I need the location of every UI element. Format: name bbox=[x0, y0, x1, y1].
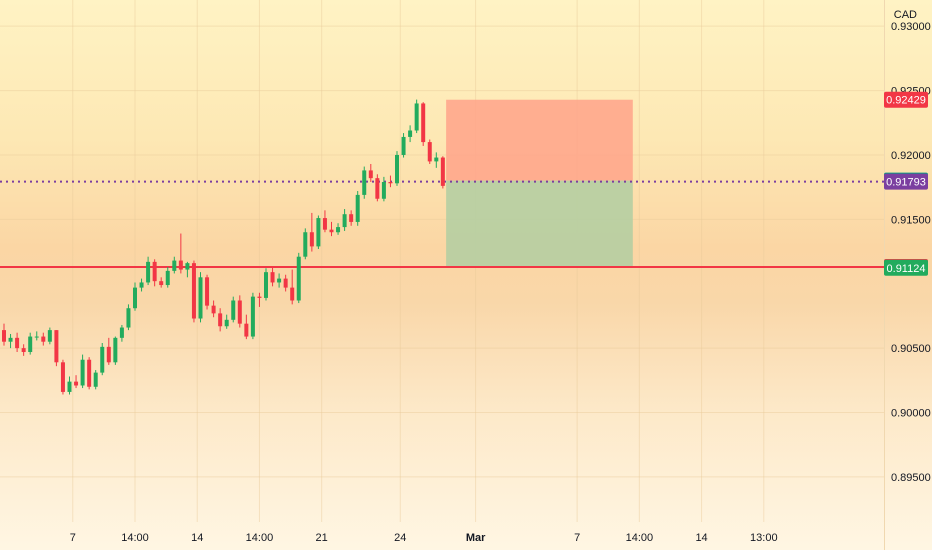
candle[interactable] bbox=[218, 313, 223, 327]
candle[interactable] bbox=[60, 362, 65, 392]
candle[interactable] bbox=[106, 346, 111, 363]
candle[interactable] bbox=[126, 308, 131, 328]
candle[interactable] bbox=[414, 103, 419, 131]
candle[interactable] bbox=[152, 261, 157, 282]
price-badge bbox=[884, 91, 928, 108]
candle[interactable] bbox=[264, 272, 268, 298]
x-tick-label: 14 bbox=[191, 532, 203, 544]
candle[interactable] bbox=[185, 263, 190, 270]
price-badge-label: 0.92429 bbox=[886, 95, 926, 107]
price-badge-label: 0.91124 bbox=[887, 263, 926, 275]
candle[interactable] bbox=[427, 142, 432, 162]
candle[interactable] bbox=[159, 281, 164, 286]
candle[interactable] bbox=[8, 337, 13, 342]
candle[interactable] bbox=[316, 218, 321, 247]
candle[interactable] bbox=[257, 296, 262, 298]
candle[interactable] bbox=[329, 229, 334, 233]
candle[interactable] bbox=[283, 278, 288, 288]
candle[interactable] bbox=[87, 359, 92, 387]
candle[interactable] bbox=[309, 232, 314, 247]
candle[interactable] bbox=[401, 136, 406, 155]
candle[interactable] bbox=[237, 300, 242, 324]
candle[interactable] bbox=[54, 330, 59, 363]
y-tick-label: 0.92000 bbox=[891, 150, 931, 162]
candle[interactable] bbox=[388, 182, 393, 184]
y-tick-label: 0.90500 bbox=[891, 343, 931, 355]
candle[interactable] bbox=[296, 256, 301, 301]
candle[interactable] bbox=[133, 287, 137, 309]
x-tick-label: 14:00 bbox=[121, 532, 149, 544]
y-tick-label: 0.89500 bbox=[891, 472, 931, 484]
candle[interactable] bbox=[395, 154, 399, 184]
y-tick-label: 0.90000 bbox=[891, 408, 931, 420]
candle[interactable] bbox=[381, 182, 386, 199]
candle[interactable] bbox=[15, 337, 20, 349]
take-profit-zone[interactable] bbox=[446, 180, 633, 268]
candle[interactable] bbox=[178, 260, 183, 270]
candle[interactable] bbox=[34, 336, 39, 338]
candle[interactable] bbox=[408, 130, 413, 137]
candle[interactable] bbox=[277, 278, 282, 283]
candle[interactable] bbox=[362, 170, 367, 195]
candle[interactable] bbox=[113, 337, 118, 363]
candle[interactable] bbox=[355, 194, 360, 222]
candle[interactable] bbox=[41, 336, 46, 342]
y-tick-label: 0.93000 bbox=[891, 21, 931, 33]
candle[interactable] bbox=[434, 157, 439, 162]
x-tick-label: 14:00 bbox=[626, 532, 654, 544]
candle[interactable] bbox=[421, 103, 426, 143]
y-tick-label: 0.91500 bbox=[891, 214, 931, 226]
candle[interactable] bbox=[67, 381, 72, 392]
candle[interactable] bbox=[336, 227, 341, 233]
x-tick-label: 13:00 bbox=[750, 532, 778, 544]
candle[interactable] bbox=[172, 260, 177, 271]
x-tick-label: Mar bbox=[466, 532, 486, 544]
price-badge bbox=[884, 173, 928, 190]
x-tick-label: 21 bbox=[316, 532, 328, 544]
candle[interactable] bbox=[165, 270, 170, 286]
candle[interactable] bbox=[74, 381, 79, 386]
candle[interactable] bbox=[440, 157, 445, 186]
x-tick-label: 14 bbox=[695, 532, 707, 544]
candle[interactable] bbox=[290, 287, 295, 301]
candle[interactable] bbox=[80, 359, 85, 386]
candle[interactable] bbox=[139, 282, 144, 288]
candle[interactable] bbox=[322, 218, 327, 230]
candle[interactable] bbox=[198, 277, 203, 319]
candle[interactable] bbox=[211, 305, 216, 314]
candle[interactable] bbox=[244, 323, 249, 337]
x-tick-label: 24 bbox=[394, 532, 406, 544]
candle[interactable] bbox=[21, 348, 26, 353]
price-badge-label: 0.91793 bbox=[886, 177, 926, 189]
candle[interactable] bbox=[100, 346, 105, 373]
candle[interactable] bbox=[270, 272, 275, 283]
candle[interactable] bbox=[2, 330, 6, 342]
x-tick-label: 7 bbox=[70, 532, 76, 544]
candle[interactable] bbox=[250, 296, 255, 337]
stop-loss-zone[interactable] bbox=[446, 99, 633, 181]
price-badge bbox=[884, 259, 928, 276]
x-tick-label: 14:00 bbox=[246, 532, 274, 544]
candle[interactable] bbox=[342, 214, 347, 228]
candle[interactable] bbox=[119, 327, 124, 338]
candle[interactable] bbox=[224, 319, 229, 327]
currency-label: CAD bbox=[894, 9, 917, 21]
candle[interactable] bbox=[375, 178, 380, 199]
candle[interactable] bbox=[231, 300, 236, 320]
candle[interactable] bbox=[303, 232, 308, 257]
candle[interactable] bbox=[205, 277, 210, 306]
candle[interactable] bbox=[368, 170, 373, 179]
x-tick-label: 7 bbox=[574, 532, 580, 544]
candle[interactable] bbox=[28, 336, 33, 353]
candle[interactable] bbox=[349, 214, 354, 222]
candle[interactable] bbox=[93, 372, 98, 387]
candle[interactable] bbox=[146, 261, 151, 283]
candle[interactable] bbox=[191, 263, 196, 319]
candle[interactable] bbox=[47, 330, 52, 342]
